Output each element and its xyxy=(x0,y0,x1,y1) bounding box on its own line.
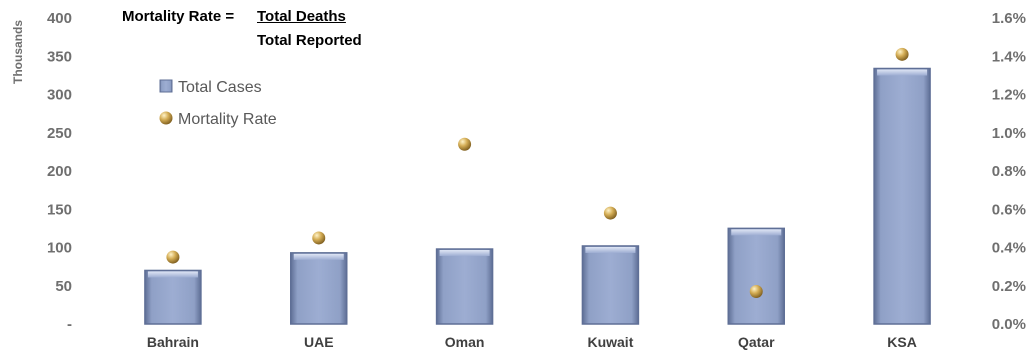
bar-highlight xyxy=(293,253,344,260)
left-tick-label: 100 xyxy=(47,240,72,257)
mortality-dot xyxy=(458,137,472,151)
legend-label-mortality-rate: Mortality Rate xyxy=(178,111,277,128)
left-tick-label: 150 xyxy=(47,201,72,218)
category-label: Qatar xyxy=(738,334,775,350)
right-tick-label: 1.2% xyxy=(992,87,1026,104)
right-tick-label: 0.8% xyxy=(992,163,1026,180)
formula-lhs: Mortality Rate = xyxy=(122,8,235,25)
category-label: Oman xyxy=(445,334,485,350)
bar xyxy=(873,67,931,325)
bar xyxy=(727,227,785,325)
left-tick-label: 200 xyxy=(47,163,72,180)
right-tick-label: 0.6% xyxy=(992,201,1026,218)
right-axis: 0.0% 0.2% 0.4% 0.6% 0.8% 1.0% 1.2% 1.4% 1.6% xyxy=(992,10,1026,333)
bar xyxy=(290,252,348,325)
left-tick-label: 250 xyxy=(47,125,72,142)
left-tick-label: 50 xyxy=(55,278,72,295)
category-label: UAE xyxy=(304,334,334,350)
mortality-dot xyxy=(312,231,326,245)
bar-highlight xyxy=(439,250,490,257)
left-axis: - 50 100 150 200 250 300 350 400 xyxy=(47,10,72,333)
mortality-dot xyxy=(749,284,763,298)
legend-dot-swatch xyxy=(159,111,173,125)
left-tick-label: 300 xyxy=(47,87,72,104)
legend-label-total-cases: Total Cases xyxy=(178,79,262,96)
formula-denominator: Total Reported xyxy=(257,32,362,49)
legend: Total Cases Mortality Rate xyxy=(159,79,277,128)
mortality-dot xyxy=(603,206,617,220)
right-tick-label: 1.0% xyxy=(992,125,1026,142)
left-tick-label: 400 xyxy=(47,10,72,27)
bar-highlight xyxy=(877,69,928,76)
legend-bar-swatch xyxy=(159,79,173,93)
category-label: KSA xyxy=(887,334,917,350)
left-axis-unit-label: Thousands xyxy=(11,20,25,84)
category-axis: Bahrain UAE Oman Kuwait Qatar KSA xyxy=(147,334,917,350)
left-tick-label: 350 xyxy=(47,48,72,65)
bar-highlight xyxy=(147,271,198,278)
bar-highlight xyxy=(731,229,782,236)
bar xyxy=(144,269,202,325)
right-tick-label: 0.4% xyxy=(992,240,1026,257)
right-tick-label: 1.4% xyxy=(992,48,1026,65)
dot-series xyxy=(166,47,909,298)
bar xyxy=(581,245,640,325)
mortality-dot xyxy=(895,47,909,61)
left-tick-label: - xyxy=(67,316,72,333)
bar-series xyxy=(144,67,931,325)
category-label: Bahrain xyxy=(147,334,199,350)
category-label: Kuwait xyxy=(587,334,633,350)
right-tick-label: 1.6% xyxy=(992,10,1026,27)
formula-numerator: Total Deaths xyxy=(257,8,346,25)
right-tick-label: 0.2% xyxy=(992,278,1026,295)
bar-highlight xyxy=(585,246,636,253)
right-tick-label: 0.0% xyxy=(992,316,1026,333)
mortality-dot xyxy=(166,250,180,264)
bar xyxy=(435,248,494,325)
